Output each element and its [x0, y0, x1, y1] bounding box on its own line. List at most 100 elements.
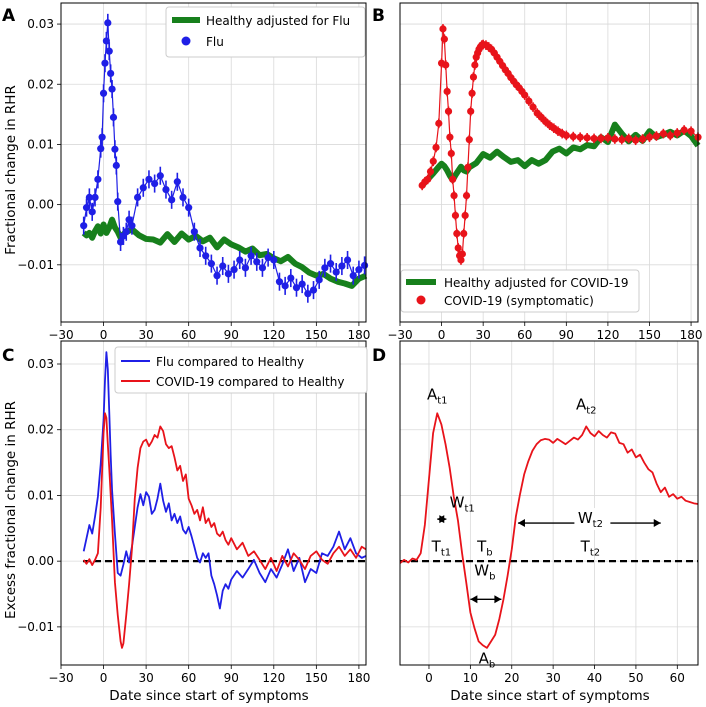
data-point — [134, 193, 142, 202]
annotation-label: Tb — [476, 537, 493, 558]
data-point — [236, 256, 244, 264]
data-point — [349, 272, 357, 280]
data-point — [525, 97, 533, 105]
data-point — [447, 149, 455, 158]
axes-frame — [60, 2, 367, 323]
data-point — [465, 136, 473, 144]
data-point — [108, 85, 116, 93]
data-point — [673, 129, 681, 137]
series-line — [399, 412, 699, 649]
x-tick-label: −30 — [48, 671, 73, 685]
annotation-label: At2 — [576, 395, 597, 416]
data-point — [326, 260, 335, 268]
x-tick-label: 50 — [628, 671, 643, 685]
panel-b-plot-area — [418, 24, 702, 265]
data-point — [450, 192, 458, 200]
data-point — [98, 133, 106, 141]
data-point — [105, 47, 113, 55]
data-point — [429, 157, 437, 165]
x-tick-label: 60 — [181, 328, 196, 342]
annotation-label: Tt1 — [431, 537, 451, 558]
data-point — [426, 167, 435, 176]
data-point — [230, 266, 238, 274]
panel-a-plot-area — [80, 13, 369, 303]
data-point — [111, 145, 119, 153]
y-tick-label: 0.02 — [27, 77, 54, 91]
data-point — [467, 107, 475, 115]
data-point — [247, 252, 255, 260]
data-point — [109, 113, 118, 121]
data-point — [264, 253, 272, 262]
data-point — [687, 127, 695, 135]
data-point — [666, 131, 674, 140]
data-point — [156, 172, 164, 180]
data-point — [151, 179, 159, 188]
y-tick-label: 0.02 — [27, 423, 54, 437]
panel-a: A Fractional change in RHR −30 0 30 60 90 120… — [2, 2, 370, 342]
panel-d-annotations: At1 Wt1 Tt1 Tb Wb Ab At2 Wt2 Tt2 — [427, 385, 661, 671]
data-point — [458, 250, 466, 258]
y-tick-label: 0.01 — [27, 137, 54, 151]
y-tick-label: 0.00 — [27, 554, 54, 568]
x-tick-label: 0 — [438, 328, 446, 342]
arrow-head-right — [494, 595, 502, 604]
data-point — [461, 211, 469, 220]
data-point — [471, 61, 479, 69]
data-point — [309, 286, 318, 294]
x-tick-label: 0 — [100, 328, 108, 342]
annotation-label: Tt2 — [580, 537, 600, 558]
data-point — [469, 73, 478, 81]
data-point — [224, 270, 232, 278]
data-point — [583, 134, 591, 142]
legend-red-swatch — [416, 295, 426, 305]
data-point — [462, 192, 471, 200]
legend-box — [400, 269, 640, 313]
panel-d-label: D — [372, 346, 386, 366]
legend-label-covid: COVID-19 (symptomatic) — [444, 294, 594, 308]
data-point — [125, 216, 133, 224]
data-point — [112, 161, 120, 170]
data-point — [179, 193, 187, 202]
annotation-label: Wb — [474, 562, 495, 583]
y-tick-label: 0.01 — [27, 488, 54, 502]
data-point — [590, 134, 598, 143]
legend-label-healthy-covid: Healthy adjusted for COVID-19 — [444, 276, 629, 290]
data-point — [107, 69, 115, 78]
legend-label-flu: Flu — [206, 35, 224, 49]
data-point — [292, 284, 301, 292]
panel-a-legend: Healthy adjusted for Flu Flu — [165, 6, 366, 58]
x-tick-label: 90 — [559, 328, 574, 342]
x-tick-label: 120 — [262, 671, 285, 685]
y-tick-label: 0.03 — [27, 357, 54, 371]
y-tick-label: 0.00 — [27, 198, 54, 212]
data-point — [173, 178, 181, 186]
x-tick-label: 120 — [262, 328, 285, 342]
panel-b-legend: Healthy adjusted for COVID-19 COVID-19 (… — [400, 269, 640, 313]
panel-d-xlabel: Date since start of symptoms — [450, 688, 649, 704]
data-point — [162, 185, 170, 194]
data-point — [576, 133, 584, 141]
axes-frame — [399, 340, 699, 666]
data-point — [360, 261, 369, 270]
data-point — [597, 134, 605, 143]
arrow-head-right — [653, 519, 661, 528]
data-point — [457, 256, 465, 264]
data-point — [355, 266, 363, 274]
x-tick-label: 30 — [138, 671, 153, 685]
data-point — [424, 175, 432, 183]
data-point — [446, 133, 454, 141]
data-point — [82, 204, 91, 212]
panel-a-axes: −30 0 30 60 90 120 150 180 −0.01 0.00 0.01 0.02 0.03 — [17, 2, 370, 342]
x-tick-label: 60 — [181, 671, 196, 685]
data-point — [569, 133, 577, 141]
x-tick-label: 180 — [347, 328, 370, 342]
x-tick-label: 10 — [463, 671, 478, 685]
data-point — [529, 103, 537, 111]
panel-d: D Date since start of symptoms At1 Wt1 Tt1… — [372, 340, 699, 704]
annotation-label: Ab — [479, 650, 496, 671]
data-point — [343, 256, 352, 264]
data-point — [253, 258, 261, 266]
data-point — [270, 256, 278, 264]
x-tick-label: 120 — [596, 328, 619, 342]
